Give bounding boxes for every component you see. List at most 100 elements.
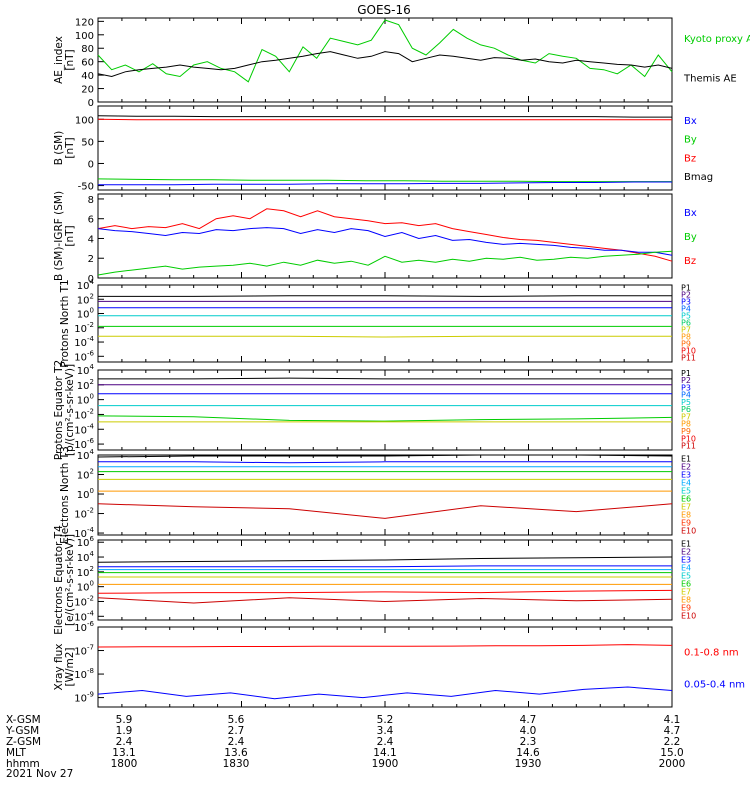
- y-tick-label: 102: [77, 565, 94, 579]
- channel-label: P7: [681, 326, 691, 335]
- ephemeris-value: 15.0: [660, 747, 683, 759]
- series-line-bx: [98, 181, 672, 186]
- panel-frame: [97, 105, 673, 191]
- y-tick-label: 104: [77, 278, 95, 292]
- y-tick-label: 10-2: [74, 507, 94, 521]
- y-tick-label: 80: [81, 44, 94, 55]
- y-tick-label: 100: [77, 393, 94, 407]
- y-tick-label: 100: [77, 307, 94, 321]
- ephemeris-value: 5.2: [377, 714, 394, 726]
- channel-label: E7: [681, 502, 691, 511]
- channel-label: P6: [681, 319, 691, 328]
- y-axis-label: Protons North T1: [59, 279, 71, 367]
- series-line-bx: [97, 227, 673, 256]
- series-line-channel-1: [98, 377, 672, 380]
- series-line-channel-2: [98, 565, 672, 568]
- y-tick-label: 20: [81, 85, 94, 96]
- panel-frame: [97, 369, 673, 451]
- legend-label: Bx: [684, 116, 697, 127]
- channel-label: P2: [681, 376, 691, 385]
- ephemeris-value: 1800: [111, 758, 138, 770]
- y-tick-label: 10-2: [74, 594, 94, 608]
- plot-title: GOES-16: [357, 3, 411, 17]
- channel-label: P9: [681, 427, 691, 436]
- series-line-channel-1: [98, 295, 672, 297]
- series-line-by: [97, 178, 672, 183]
- ephemeris-row-label: hhmm: [6, 758, 40, 770]
- y-tick-label: 10-2: [74, 321, 94, 335]
- channel-label: P3: [681, 383, 691, 392]
- y-tick-label: -50: [78, 182, 94, 193]
- ephemeris-value: 4.7: [520, 714, 537, 726]
- y-tick-label: 10-9: [74, 691, 94, 705]
- channel-label: P5: [681, 312, 691, 321]
- channel-label: E2: [681, 547, 691, 556]
- y-tick-label: 102: [77, 378, 94, 392]
- ephemeris-value: 4.1: [664, 714, 681, 726]
- series-line-channel-1: [97, 556, 673, 563]
- y-axis-label: Electrons North T3: [59, 446, 71, 544]
- channel-label: P5: [681, 398, 691, 407]
- y-tick-label: 0: [88, 159, 94, 170]
- y-tick-label: 104: [77, 363, 95, 377]
- series-line-by: [97, 250, 673, 276]
- channel-label: P3: [681, 298, 691, 307]
- legend-label: By: [684, 135, 697, 146]
- ephemeris-value: 1830: [223, 758, 250, 770]
- ephemeris-value: 1930: [515, 758, 542, 770]
- ephemeris-value: 4.7: [664, 725, 681, 737]
- channel-label: E6: [681, 579, 691, 588]
- y-tick-label: 100: [77, 487, 94, 501]
- ephemeris-value: 14.1: [373, 747, 396, 759]
- channel-label: E3: [681, 470, 691, 479]
- y-tick-label: 100: [75, 115, 94, 126]
- y-tick-label: 100: [77, 580, 94, 594]
- series-line-channel-7: [97, 503, 673, 519]
- channel-label: P11: [681, 354, 696, 363]
- y-tick-label: 0: [88, 274, 94, 285]
- y-tick-label: 0: [88, 98, 94, 109]
- ephemeris-value: 13.6: [224, 747, 248, 759]
- panel-1: 120 100 80 60 40 20 0 AE_index[nT] Kyoto proxy A…: [53, 17, 750, 109]
- series-line-bz: [97, 208, 673, 262]
- series-line-bmag: [97, 115, 672, 118]
- y-tick-label: 6: [88, 215, 94, 226]
- channel-label: P2: [681, 291, 691, 300]
- y-axis-label: Protons Equator T2[p/(cm²-s-sr-keV)]: [53, 360, 76, 460]
- ephemeris-value: 5.6: [228, 714, 245, 726]
- ephemeris-value: 1900: [372, 758, 399, 770]
- series-line-0-1-0-8-nm: [97, 644, 673, 648]
- series-line-channel-5: [97, 415, 673, 422]
- y-tick-label: 10-8: [74, 667, 94, 681]
- y-axis-label: Xray flux[W/m2]: [53, 644, 76, 691]
- channel-label: P11: [681, 442, 696, 451]
- y-tick-label: 102: [77, 292, 94, 306]
- ephemeris-value: 2.4: [228, 736, 245, 748]
- channel-label: P1: [681, 369, 691, 378]
- legend-label: Bz: [684, 256, 696, 267]
- channel-label: P4: [681, 391, 691, 400]
- channel-label: E3: [681, 555, 691, 564]
- y-tick-label: 10-4: [74, 335, 94, 349]
- ephemeris-value: 13.1: [112, 747, 135, 759]
- y-axis-label: B (SM)-IGRF (SM)[nT]: [53, 191, 76, 281]
- y-tick-label: 10-2: [74, 407, 94, 421]
- series-line-0-05-0-4-nm: [97, 686, 673, 700]
- channel-label: E2: [681, 462, 691, 471]
- channel-label: P7: [681, 412, 691, 421]
- channel-label: P10: [681, 347, 696, 356]
- series-line-channel-2: [98, 461, 672, 464]
- legend-label: Themis AE: [683, 73, 737, 84]
- panel-3: 8 6 4 2 0 B (SM)-IGRF (SM)[nT] Bx By Bz: [53, 191, 697, 285]
- y-tick-label: 10-6: [74, 349, 94, 363]
- series-line-kyoto-proxy-ae: [97, 19, 673, 83]
- ephemeris-value: 3.4: [377, 725, 394, 737]
- panel-2: 100 50 0 -50 B (SM)[nT] Bx By Bz Bmag: [53, 105, 713, 193]
- panel-frame: [97, 17, 673, 103]
- ephemeris-value: 2.4: [377, 736, 394, 748]
- ephemeris-value: 14.6: [516, 747, 540, 759]
